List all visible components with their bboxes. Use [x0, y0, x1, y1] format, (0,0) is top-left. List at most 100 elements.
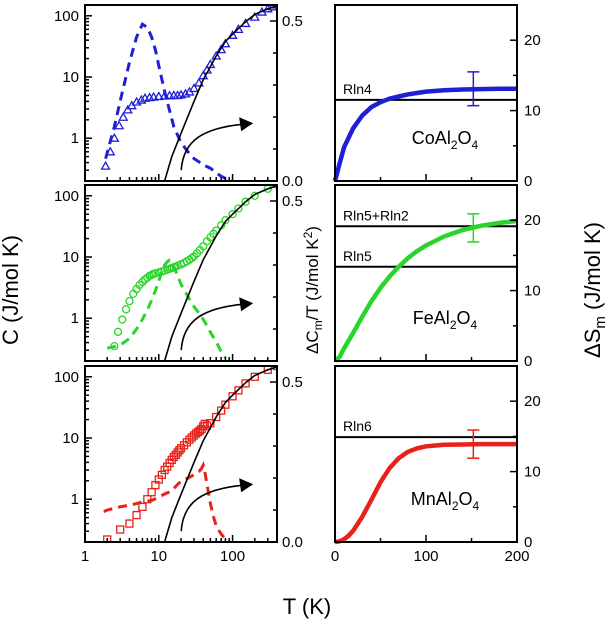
fe-c-ytick-label: 100 — [54, 188, 79, 205]
mn-c-xtick-label: 10 — [150, 548, 167, 565]
fe-c-panel: 1 10 100 0.5 — [54, 185, 303, 362]
mn-c-point — [182, 438, 191, 447]
mn-c-xtick-label: 1 — [81, 548, 89, 565]
mn-c-point — [212, 412, 221, 422]
xlabel: T (K) — [283, 594, 331, 619]
co-s-ytick-label: 10 — [524, 103, 541, 120]
mn-c-point — [175, 446, 184, 455]
mn-c-point — [185, 435, 194, 444]
co-c-y2tick-label: 0.0 — [282, 173, 303, 190]
mn-c-panel: 1 10 100 1 10 100 0.0 0.5 — [54, 366, 303, 565]
mn-c-ytick-label: 100 — [54, 369, 79, 386]
mn-c-point — [228, 392, 237, 401]
fe-c-point — [221, 215, 230, 225]
fe-c-y2tick-label: 0.5 — [282, 193, 303, 210]
mn-s-ytick-label: 20 — [524, 393, 541, 410]
co-c-lattice-line — [163, 5, 277, 181]
mn-s-ref-label: Rln6 — [343, 418, 372, 434]
mn-c-point — [200, 419, 209, 429]
mn-c-point — [234, 386, 243, 395]
mn-c-magnetic-dashed — [103, 460, 230, 542]
co-c-point — [118, 111, 129, 121]
co-c-panel: 1 10 100 0.0 0.5 — [54, 5, 303, 190]
co-c-ytick-label: 100 — [54, 8, 79, 25]
mn-s-xtick-label: 200 — [504, 548, 529, 565]
mn-s-frame — [334, 365, 518, 543]
mn-c-point — [250, 372, 259, 381]
mn-c-point — [125, 519, 134, 528]
mn-s-entropy-curve — [334, 441, 517, 545]
fe-c-point — [121, 305, 131, 314]
mn-c-point — [116, 525, 125, 534]
mn-c-point — [132, 510, 141, 520]
co-c-ytick-label: 1 — [71, 130, 79, 147]
co-s-compound-label: CoAl2O4 — [412, 128, 479, 152]
co-c-point — [153, 91, 164, 101]
mn-s-xtick-label: 0 — [331, 548, 339, 565]
fe-c-magnetic-dashed — [106, 258, 227, 359]
co-c-arrowhead — [239, 117, 254, 132]
co-c-point — [122, 104, 133, 114]
fe-s-panel: Rln5+Rln2 Rln5 FeAl2O4 0 10 20 — [333, 207, 541, 370]
fe-c-point — [187, 253, 196, 263]
co-c-point — [233, 24, 244, 34]
mn-s-ytick-label: 10 — [524, 464, 541, 481]
fe-c-point — [228, 210, 237, 219]
fe-s-ytick-label: 10 — [524, 283, 541, 300]
fe-c-plot — [106, 185, 277, 361]
left-ylabel: C (J/mol K) — [0, 235, 23, 345]
mn-c-point — [103, 535, 112, 542]
mn-c-y2tick-label: 0.0 — [282, 534, 303, 551]
mid-ylabel: ΔCm/T (J/mol K2) — [301, 226, 325, 354]
co-s-panel: Rln4 CoAl2O4 0 10 20 — [332, 32, 541, 190]
mn-c-arrowhead — [239, 478, 254, 493]
co-c-point — [216, 44, 227, 54]
co-s-frame — [334, 4, 518, 182]
fe-s-frame — [334, 184, 518, 362]
fe-c-point — [241, 197, 250, 206]
mn-s-xtick-label: 100 — [413, 548, 438, 565]
mn-s-ytick-label: 0 — [524, 534, 532, 551]
fe-c-point — [250, 191, 259, 200]
co-c-point — [211, 50, 222, 60]
co-c-point — [227, 29, 238, 39]
co-c-y2tick-label: 0.5 — [282, 13, 303, 30]
mn-c-xtick-label: 100 — [220, 548, 245, 565]
mn-c-point — [157, 470, 166, 480]
mn-c-point — [241, 379, 250, 388]
fe-s-ytick-label: 20 — [524, 212, 541, 229]
mn-c-point — [216, 406, 226, 415]
fe-c-point — [118, 315, 127, 324]
mn-c-lattice-line — [163, 366, 277, 542]
fe-c-point — [143, 273, 152, 282]
fe-s-ref-label: Rln5 — [343, 248, 372, 264]
co-c-frame — [84, 4, 278, 182]
co-c-arrow — [180, 123, 244, 171]
co-c-point — [113, 120, 125, 130]
mn-c-arrow — [180, 484, 244, 532]
co-c-point — [180, 88, 191, 98]
fe-s-ref-label: Rln5+Rln2 — [343, 207, 409, 223]
co-s-ytick-label: 0 — [524, 173, 532, 190]
mn-c-plot — [103, 366, 277, 542]
mn-c-ytick-label: 1 — [71, 491, 79, 508]
fe-s-ytick-label: 0 — [524, 353, 532, 370]
fe-c-arrow — [180, 303, 244, 351]
fe-c-lattice-line — [163, 185, 277, 361]
fe-c-arrowhead — [239, 297, 254, 312]
co-c-point — [136, 94, 147, 104]
fe-c-ytick-label: 10 — [62, 249, 79, 266]
fe-c-frame — [84, 184, 278, 362]
co-s-ytick-label: 20 — [524, 32, 541, 49]
mn-c-frame — [84, 365, 278, 543]
co-s-ref-label: Rln4 — [343, 81, 372, 97]
co-c-point — [188, 83, 200, 93]
fe-c-point — [125, 296, 134, 306]
co-c-point — [100, 160, 111, 170]
mn-c-ytick-label: 10 — [62, 430, 79, 447]
right-ylabel: ΔSm (J/mol K) — [580, 222, 609, 358]
co-c-magnetic-dashed — [104, 22, 234, 181]
